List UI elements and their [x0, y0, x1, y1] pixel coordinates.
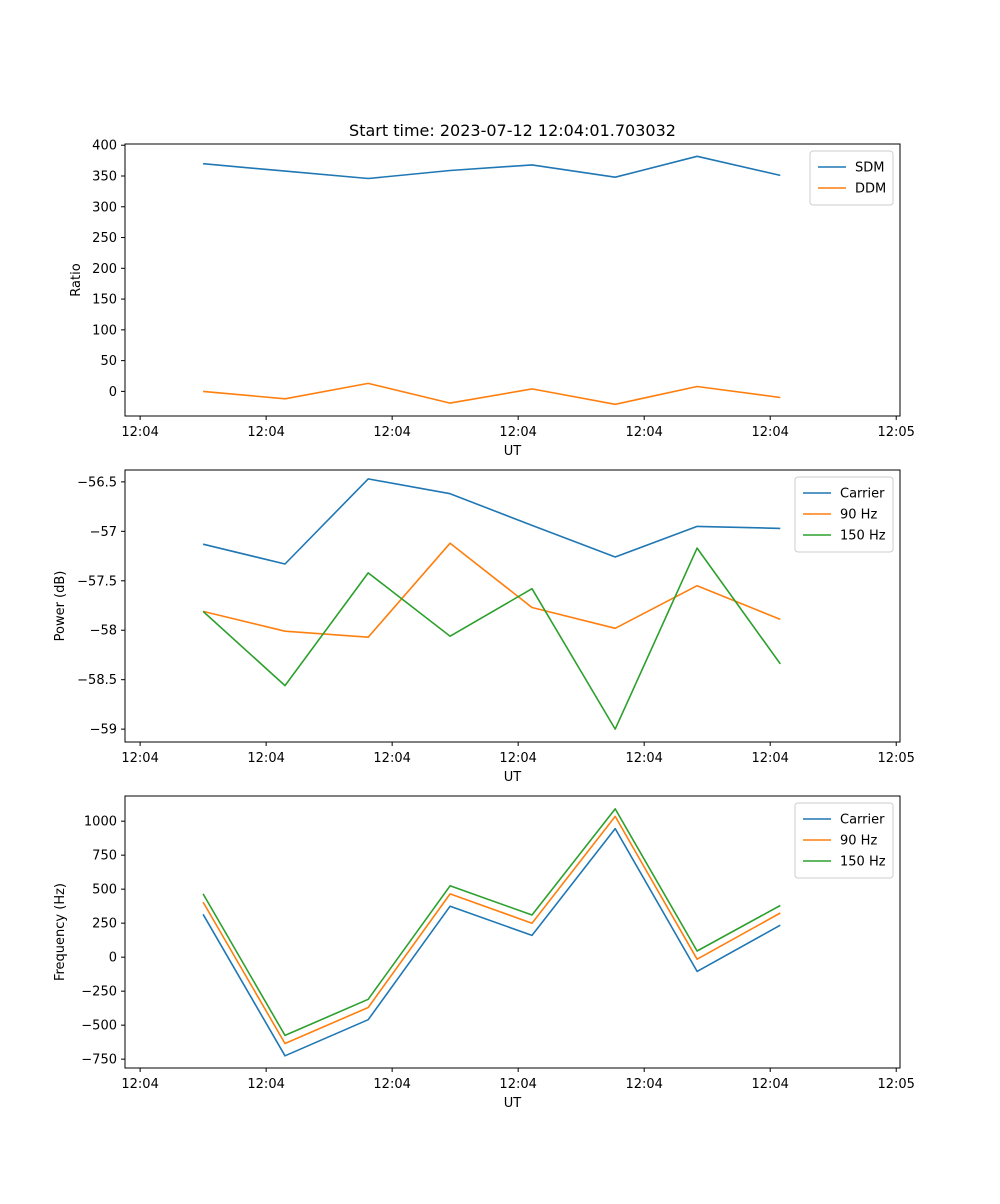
series-line-carrier — [202, 827, 781, 1057]
y-tick-label: −250 — [81, 985, 117, 1000]
series-line-150-hz — [202, 808, 781, 1037]
series-line-carrier — [202, 478, 781, 565]
legend-label: 90 Hz — [840, 834, 877, 849]
y-tick-label: −59 — [90, 723, 117, 738]
x-tick-label: 12:04 — [625, 1077, 662, 1092]
series-line-150-hz — [202, 547, 781, 730]
x-tick-label: 12:04 — [751, 1077, 788, 1092]
y-tick-label: 300 — [92, 200, 117, 215]
x-tick-label: 12:04 — [247, 751, 284, 766]
x-tick-label: 12:04 — [121, 1077, 158, 1092]
legend-label: 150 Hz — [840, 529, 886, 544]
legend-box — [809, 150, 894, 206]
x-tick-label: 12:04 — [625, 751, 662, 766]
x-tick-label: 12:05 — [877, 751, 914, 766]
y-tick-label: 250 — [92, 231, 117, 246]
x-tick-label: 12:04 — [247, 425, 284, 440]
y-tick-label: 100 — [92, 323, 117, 338]
x-axis-label: UT — [504, 770, 522, 785]
y-tick-label: −56.5 — [77, 475, 117, 490]
x-tick-label: 12:04 — [499, 425, 536, 440]
y-tick-label: −500 — [81, 1019, 117, 1034]
figure-title: Start time: 2023-07-12 12:04:01.703032 — [349, 121, 676, 140]
series-line-ddm — [203, 382, 781, 406]
y-tick-label: −57.5 — [77, 574, 117, 589]
y-tick-label: 350 — [92, 170, 117, 185]
x-tick-label: 12:05 — [877, 1077, 914, 1092]
y-axis-label: Ratio — [69, 263, 84, 296]
y-tick-label: −58 — [90, 624, 117, 639]
x-tick-label: 12:04 — [499, 751, 536, 766]
legend-label: Carrier — [840, 813, 885, 828]
y-tick-label: 150 — [92, 293, 117, 308]
x-tick-label: 12:04 — [625, 425, 662, 440]
y-axis-label: Frequency (Hz) — [53, 883, 68, 981]
y-tick-label: 0 — [109, 951, 117, 966]
subplot-1: Start time: 2023-07-12 12:04:01.703032 0 5… — [69, 121, 915, 459]
x-axis-label: UT — [504, 1096, 522, 1111]
legend-label: 150 Hz — [840, 855, 886, 870]
legend-label: DDM — [855, 182, 886, 197]
axes-frame — [124, 143, 901, 417]
x-tick-label: 12:04 — [751, 425, 788, 440]
y-tick-label: 200 — [92, 262, 117, 277]
x-axis-label: UT — [504, 444, 522, 459]
y-tick-label: 250 — [92, 917, 117, 932]
legend-label: Carrier — [840, 487, 885, 502]
axes-frame — [124, 795, 901, 1069]
axes-frame — [124, 469, 901, 743]
x-tick-label: 12:04 — [373, 425, 410, 440]
subplot-2: −59 −58.5 −58 −57.5 −57 −56.5 12:04 12:04 12:04 1… — [53, 469, 915, 785]
series-line-sdm — [203, 155, 781, 180]
y-tick-label: 50 — [100, 354, 117, 369]
series-line-90-hz — [202, 815, 781, 1045]
x-tick-label: 12:04 — [121, 425, 158, 440]
x-tick-label: 12:04 — [499, 1077, 536, 1092]
y-tick-label: 750 — [92, 849, 117, 864]
x-tick-label: 12:05 — [877, 425, 914, 440]
legend-box — [794, 802, 894, 879]
y-tick-label: −58.5 — [77, 673, 117, 688]
x-tick-label: 12:04 — [121, 751, 158, 766]
y-tick-label: 0 — [109, 385, 117, 400]
y-tick-label: −57 — [90, 525, 117, 540]
y-tick-label: −750 — [81, 1053, 117, 1068]
y-axis-label: Power (dB) — [53, 571, 68, 642]
legend-label: SDM — [855, 161, 884, 176]
x-tick-label: 12:04 — [751, 751, 788, 766]
y-tick-label: 400 — [92, 139, 117, 154]
legend: Carrier 90 Hz 150 Hz — [794, 802, 894, 879]
y-tick-label: 1000 — [84, 815, 117, 830]
x-tick-label: 12:04 — [373, 1077, 410, 1092]
subplot-3: −750 −500 −250 0 250 500 750 1000 12:04 12:04 12:0… — [53, 795, 915, 1111]
legend-label: 90 Hz — [840, 508, 877, 523]
legend: Carrier 90 Hz 150 Hz — [794, 476, 894, 553]
y-tick-label: 500 — [92, 883, 117, 898]
legend: SDM DDM — [809, 150, 894, 206]
series-line-90-hz — [202, 542, 781, 639]
legend-box — [794, 476, 894, 553]
x-tick-label: 12:04 — [247, 1077, 284, 1092]
x-tick-label: 12:04 — [373, 751, 410, 766]
